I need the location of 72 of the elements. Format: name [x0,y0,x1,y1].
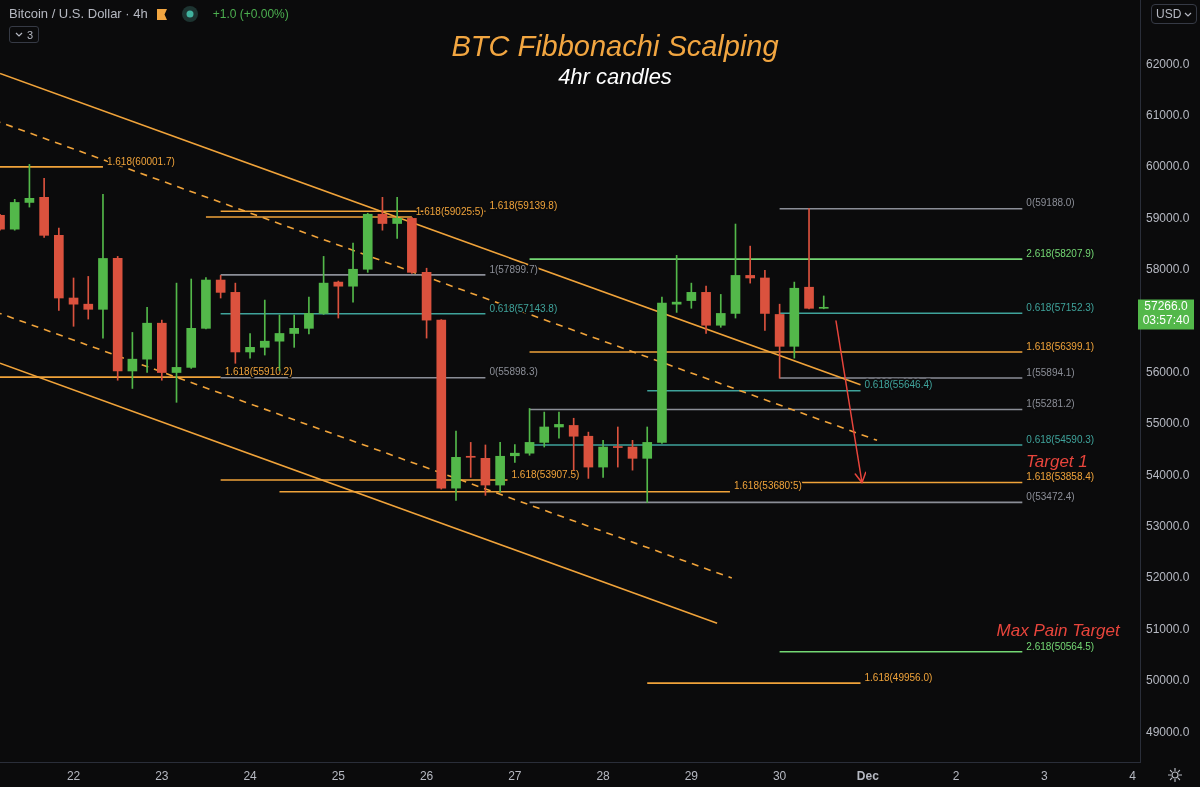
candlestick [465,442,476,478]
x-tick-label: 3 [1041,768,1049,783]
x-tick-label: 25 [331,768,346,783]
annotation: Bitcoin / U.S. Dollar · 4h [9,6,148,22]
x-tick-label: 27 [508,768,522,783]
text: BTC Fibbonachi Scalping [451,30,779,62]
series-label: 1.618(59139.8) [489,199,558,211]
x-tick-label: 23 [155,768,169,783]
series-label: 0(53472.4) [1026,491,1075,503]
y-tick-label: 55000.0 [1146,416,1190,431]
y-tick-label: 56000.0 [1146,364,1190,379]
series-label: 1(55281.2) [1026,398,1075,410]
currency-dropdown: USD [1151,4,1198,24]
x-tick-label: 22 [66,768,81,783]
series-label: 1(57899.7) [489,263,538,275]
x-tick-label: 4 [1129,768,1137,783]
annotation: Target 1 [1026,451,1088,471]
series-label: 1(55894.1) [1026,366,1075,378]
x-tick-label: 2 [952,768,960,783]
candlestick [804,208,814,310]
series-label: 2.618(50564.5) [1026,640,1095,652]
series-label: 1.618(55910.2) [224,365,293,377]
candlestick [289,314,300,348]
series-label: 1.618(56399.1) [1026,340,1095,352]
candlestick [554,411,564,439]
x-tick-label: 26 [419,768,434,783]
y-tick-label: 51000.0 [1146,621,1190,636]
candlestick [392,196,402,239]
series-label: 1.618(60001.7) [106,155,175,167]
series-label: 1.618(53858.4) [1026,471,1095,483]
y-tick-label: 61000.0 [1146,107,1190,122]
candlestick [745,245,756,284]
x-tick-label: 30 [772,768,787,783]
y-tick-label: 60000.0 [1146,159,1190,174]
annotation: 3 [27,28,34,41]
x-tick-label: 24 [243,768,258,783]
text: 4hr candles [558,64,672,89]
y-tick-label: 62000.0 [1146,56,1190,71]
series-label: 0(55898.3) [489,366,538,378]
series-label: 0(59188.0) [1026,197,1075,209]
x-tick-label: Dec [856,768,880,783]
text: 57266.0 [1144,298,1189,313]
y-tick-label: 49000.0 [1146,724,1190,739]
candlestick [83,276,94,320]
y-tick-label: 50000.0 [1146,673,1190,688]
text: 03:57:40 [1142,312,1190,327]
y-tick-label: 59000.0 [1146,210,1190,225]
series-label: 0.618(55646.4) [864,379,933,391]
series-label: 1.618(53680.5) [733,480,802,492]
candlestick [510,444,520,463]
series-label: 1.618(53907.5) [511,468,580,480]
x-tick-label: 28 [596,768,611,783]
candlestick [245,333,255,359]
candlestick [818,295,829,310]
annotation: Max Pain Target [996,621,1122,641]
x-tick-label: 29 [684,768,699,783]
y-tick-label: 52000.0 [1146,570,1190,585]
y-tick-label: 54000.0 [1146,467,1190,482]
y-tick-label: 53000.0 [1146,518,1190,533]
candlestick [259,299,270,356]
candlestick [612,426,623,468]
candlestick [333,280,344,319]
series-label: 0.618(57143.8) [489,302,558,314]
series-label: 0.618(57152.3) [1026,302,1095,314]
series-label: 2.618(58207.9) [1026,247,1095,259]
series-label: 0.618(54590.3) [1026,433,1095,445]
y-tick-label: 58000.0 [1146,262,1190,277]
collapse-button: 3 [9,26,40,43]
candlestick [642,426,653,503]
candlestick [568,417,579,471]
series-label: 1.618(49956.0) [864,671,933,683]
annotation: +1.0 (+0.00%) [212,6,289,22]
